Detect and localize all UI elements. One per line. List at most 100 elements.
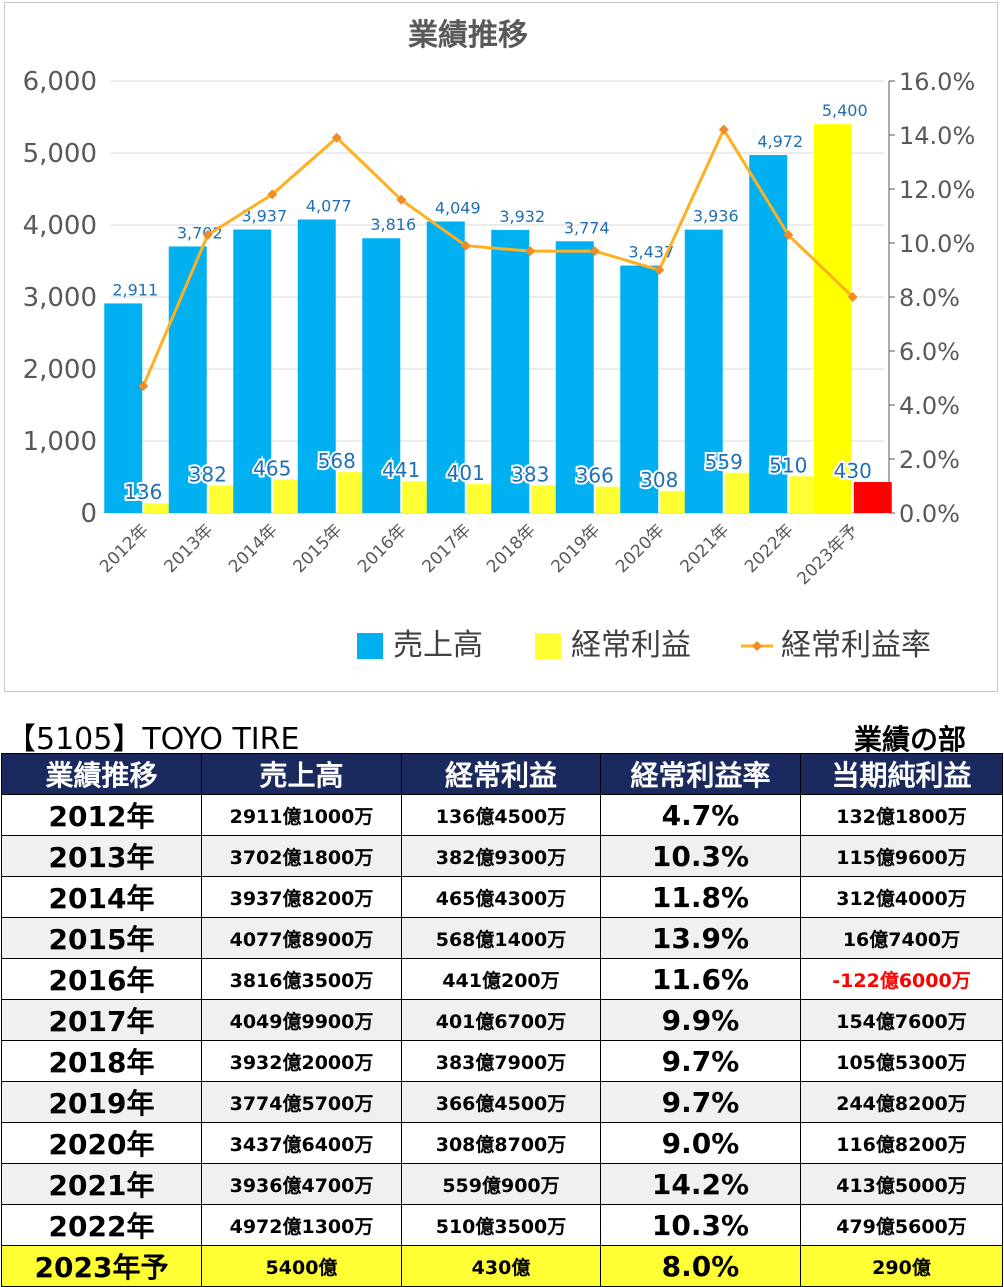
table-row: 2018年 3932億2000万 383億7900万 9.7% 105億5300万: [1, 1040, 1003, 1082]
sales-bar: [104, 303, 143, 513]
table-row: 2020年 3437億6400万 308億8700万 9.0% 116億8200万: [1, 1122, 1003, 1164]
row-net-profit: 312億4000万: [800, 876, 1003, 918]
sales-bar: [555, 241, 594, 513]
row-net-profit: 154億7600万: [800, 999, 1003, 1041]
y-left-tick-label: 3,000: [23, 283, 97, 313]
row-ordinary-profit-rate: 4.7%: [600, 794, 801, 836]
sales-bar: [362, 238, 401, 514]
sales-value-label: 3,702: [177, 223, 223, 242]
ordinary-profit-rate-line: [141, 126, 854, 387]
legend-ordinary-profit-label: 経常利益: [571, 628, 691, 663]
row-ordinary-profit: 510億3500万: [401, 1204, 601, 1246]
x-tick-label: 2021年: [677, 520, 734, 577]
ordinary-profit-bar: [853, 482, 892, 513]
ordinary-profit-rate-marker: [654, 265, 665, 275]
ordinary-profit-rate-marker: [138, 381, 149, 392]
legend-ordinary-profit-swatch: [535, 633, 561, 659]
row-ordinary-profit-rate: 9.0%: [600, 1122, 801, 1164]
sales-bar: [168, 246, 207, 513]
y-right-tick-label: 12.0%: [899, 176, 975, 204]
row-year: 2019年: [1, 1081, 202, 1123]
table-row: 2014年 3937億8200万 465億4300万 11.8% 312億4000万: [1, 876, 1003, 918]
header-ordinary-profit-rate: 経常利益率: [600, 753, 801, 795]
row-net-profit: 105億5300万: [800, 1040, 1003, 1082]
y-left-tick-label: 6,000: [23, 67, 97, 97]
sales-bar: [684, 229, 723, 513]
row-ordinary-profit-rate: 14.2%: [600, 1163, 801, 1205]
ordinary-profit-bar: [144, 503, 183, 513]
x-tick-label: 2012年: [96, 520, 153, 577]
row-sales: 3932億2000万: [201, 1040, 402, 1082]
row-sales: 4972億1300万: [201, 1204, 402, 1246]
company-name: 【5105】TOYO TIRE: [6, 722, 300, 757]
sales-value-label: 3,937: [241, 207, 287, 226]
y-left-tick-label: 2,000: [23, 355, 97, 385]
x-tick-label: 2015年: [290, 520, 347, 577]
x-tick-label: 2020年: [612, 520, 669, 577]
row-year: 2017年: [1, 999, 202, 1041]
sales-value-label: 3,774: [564, 218, 610, 237]
row-sales: 3774億5700万: [201, 1081, 402, 1123]
ordinary-profit-value-label: 383: [511, 462, 549, 486]
y-right-tick-label: 16.0%: [899, 68, 975, 96]
row-sales: 2911億1000万: [201, 794, 402, 836]
y-left-tick-label: 1,000: [23, 427, 97, 457]
ordinary-profit-rate-marker: [525, 246, 536, 257]
header-period: 業績推移: [1, 753, 202, 795]
x-tick-label: 2023年予: [794, 520, 863, 589]
ordinary-profit-value-label: 382: [189, 462, 227, 486]
ordinary-profit-value-label: 510: [769, 453, 807, 477]
row-net-profit: -122億6000万: [800, 958, 1003, 1000]
row-sales: 3437億6400万: [201, 1122, 402, 1164]
sales-bar: [297, 219, 336, 513]
ordinary-profit-value-label: 568: [318, 449, 356, 473]
header-sales: 売上高: [201, 753, 402, 795]
ordinary-profit-rate-marker: [783, 229, 794, 240]
sales-bar: [620, 265, 659, 513]
y-right-tick-label: 6.0%: [899, 338, 960, 366]
header-ordinary-profit: 経常利益: [401, 753, 601, 795]
row-ordinary-profit-rate: 10.3%: [600, 1204, 801, 1246]
row-ordinary-profit-rate: 11.6%: [600, 958, 801, 1000]
chart-panel: 業績推移 0 1,000 2,000 3,000 4,000 5,000 6,000 0.0% 2…: [4, 2, 998, 692]
table-row: 2022年 4972億1300万 510億3500万 10.3% 479億5600万: [1, 1204, 1003, 1246]
row-ordinary-profit: 308億8700万: [401, 1122, 601, 1164]
legend-sales-label: 売上高: [393, 628, 483, 663]
table-row: 2012年 2911億1000万 136億4500万 4.7% 132億1800万: [1, 794, 1003, 836]
sales-bar: [813, 124, 852, 513]
y-right-tick-label: 8.0%: [899, 284, 960, 312]
row-net-profit: 16億7400万: [800, 917, 1003, 959]
row-sales: 3816億3500万: [201, 958, 402, 1000]
row-ordinary-profit-rate: 9.7%: [600, 1040, 801, 1082]
ordinary-profit-value-label: 308: [640, 468, 678, 492]
row-year: 2022年: [1, 1204, 202, 1246]
row-sales: 5400億: [201, 1245, 402, 1287]
x-tick-label: 2018年: [483, 520, 540, 577]
row-ordinary-profit-rate: 13.9%: [600, 917, 801, 959]
legend-rate-label: 経常利益率: [781, 628, 931, 663]
y-left-tick-label: 5,000: [23, 139, 97, 169]
row-net-profit: 413億5000万: [800, 1163, 1003, 1205]
ordinary-profit-value-label: 559: [705, 450, 743, 474]
row-year: 2013年: [1, 835, 202, 877]
ordinary-profit-rate-marker: [396, 194, 407, 205]
ordinary-profit-rate-marker: [460, 240, 471, 251]
row-ordinary-profit: 465億4300万: [401, 876, 601, 918]
row-ordinary-profit-rate: 10.3%: [600, 835, 801, 877]
section-label: 業績の部: [853, 723, 966, 756]
ordinary-profit-value-label: 366: [576, 464, 614, 488]
header-net-profit: 当期純利益: [800, 753, 1003, 795]
row-net-profit: 116億8200万: [800, 1122, 1003, 1164]
y-right-tick-label: 10.0%: [899, 230, 975, 258]
table-row: 2023年予 5400億 430億 8.0% 290億: [1, 1245, 1003, 1287]
row-sales: 3937億8200万: [201, 876, 402, 918]
ordinary-profit-value-label: 465: [253, 457, 291, 481]
row-ordinary-profit-rate: 8.0%: [600, 1245, 801, 1287]
ordinary-profit-rate-marker: [267, 189, 278, 200]
sales-value-label: 4,049: [435, 198, 481, 217]
y-right-tick-label: 4.0%: [899, 392, 960, 420]
ordinary-profit-rate-marker: [847, 292, 858, 302]
x-tick-label: 2014年: [225, 520, 282, 577]
y-left-tick-label: 0: [80, 499, 97, 529]
ordinary-profit-rate-marker: [718, 124, 729, 135]
